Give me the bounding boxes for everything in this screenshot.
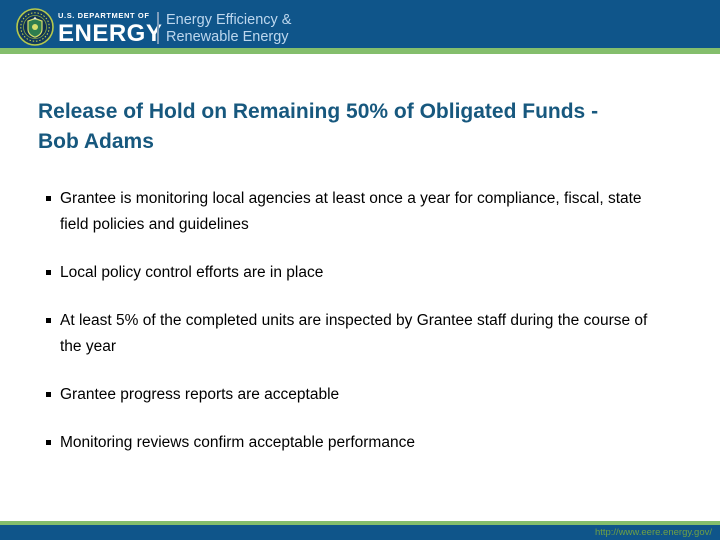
bullet-item: Grantee is monitoring local agencies at …	[46, 186, 660, 238]
bullet-item: Grantee progress reports are acceptable	[46, 382, 660, 408]
slide-title: Release of Hold on Remaining 50% of Obli…	[38, 100, 599, 153]
program-tagline: Energy Efficiency & Renewable Energy	[166, 12, 291, 46]
agency-small-label: U.S. DEPARTMENT OF	[58, 11, 150, 20]
bullet-text: Monitoring reviews confirm acceptable pe…	[60, 434, 415, 451]
bullet-text: Grantee is monitoring local agencies at …	[60, 190, 642, 233]
footer-accent-bar	[0, 521, 720, 525]
square-bullet-icon	[46, 196, 51, 201]
bullet-text: At least 5% of the completed units are i…	[60, 312, 648, 355]
square-bullet-icon	[46, 440, 51, 445]
square-bullet-icon	[46, 318, 51, 323]
header-accent-bar	[0, 48, 720, 54]
bullet-list: Grantee is monitoring local agencies at …	[46, 186, 676, 478]
footer-bar: http://www.eere.energy.gov/	[0, 525, 720, 540]
square-bullet-icon	[46, 270, 51, 275]
header-bar: U.S. DEPARTMENT OF ENERGY Energy Efficie…	[0, 0, 720, 48]
header-divider	[157, 12, 159, 44]
tagline-line2: Renewable Energy	[166, 29, 289, 45]
tagline-line1: Energy Efficiency &	[166, 12, 292, 28]
bullet-item: Local policy control efforts are in plac…	[46, 260, 660, 286]
bullet-item: Monitoring reviews confirm acceptable pe…	[46, 430, 660, 456]
bullet-text: Grantee progress reports are acceptable	[60, 386, 340, 403]
agency-big-label: ENERGY	[58, 20, 163, 47]
doe-seal-icon	[16, 8, 54, 46]
bullet-text: Local policy control efforts are in plac…	[60, 264, 324, 281]
agency-wordmark: U.S. DEPARTMENT OF ENERGY	[58, 11, 162, 46]
footer-url-link[interactable]: http://www.eere.energy.gov/	[594, 527, 712, 538]
square-bullet-icon	[46, 392, 51, 397]
bullet-item: At least 5% of the completed units are i…	[46, 308, 660, 360]
